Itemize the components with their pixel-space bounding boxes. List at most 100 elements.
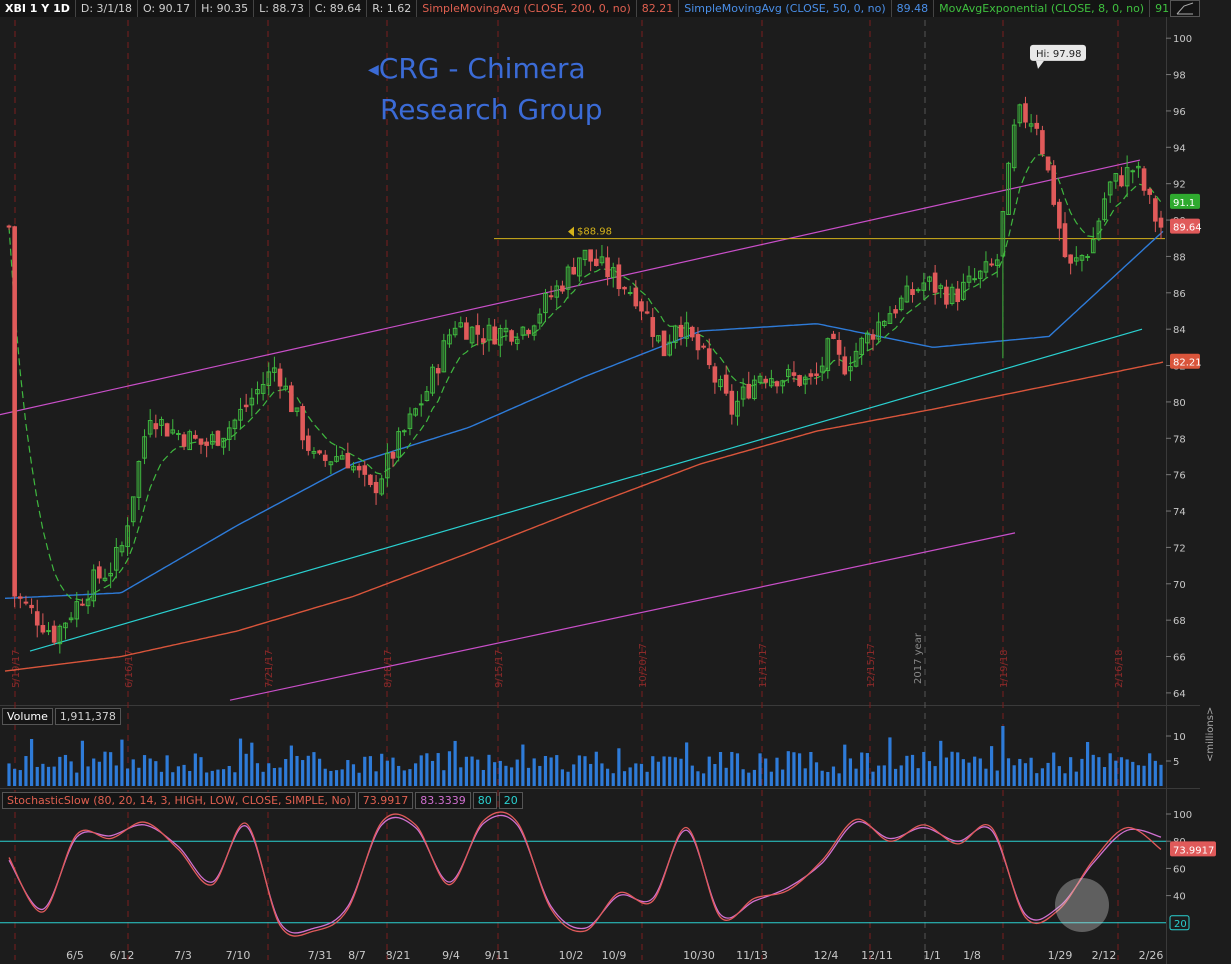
stochastic-low-badge: 20 — [1174, 919, 1187, 930]
volume-label[interactable]: Volume — [2, 708, 53, 725]
stochastic-d-value: 83.3339 — [415, 792, 471, 809]
volume-bar — [442, 770, 446, 786]
ema8-line — [8, 154, 1162, 602]
support-trend-line — [29, 328, 1143, 652]
period-marker-label: 9/15/17 — [494, 649, 505, 688]
open-readout: O: 90.17 — [138, 0, 197, 17]
volume-bar — [600, 763, 604, 786]
candle-body — [328, 461, 334, 466]
candle-body — [413, 408, 418, 416]
sma50-line — [4, 230, 1164, 599]
candle-body — [243, 404, 249, 408]
sma200-line — [4, 361, 1164, 672]
candle-body — [955, 288, 961, 303]
volume-bar — [549, 757, 553, 786]
candle-body — [989, 263, 994, 266]
volume-bar — [673, 757, 677, 786]
period-marker-label: 12/15/17 — [866, 643, 877, 688]
volume-bar — [967, 762, 971, 786]
volume-bar — [826, 771, 830, 786]
volume-bar — [735, 753, 740, 786]
price-tick-label: 76 — [1173, 471, 1186, 482]
volume-bar — [425, 753, 429, 786]
candle-body — [712, 366, 718, 383]
candle-body — [859, 337, 865, 355]
volume-bar — [515, 759, 519, 786]
ema8-study-label[interactable]: MovAvgExponential (CLOSE, 8, 0, no) — [934, 0, 1151, 17]
volume-bar — [577, 755, 581, 786]
stochastic-k-value: 73.9917 — [357, 792, 414, 809]
date-axis-label: 10/9 — [602, 949, 627, 962]
volume-bar — [1153, 760, 1157, 786]
volume-bar — [775, 757, 779, 786]
candle-body — [1011, 124, 1017, 169]
volume-bar — [255, 763, 260, 786]
candle-body — [198, 438, 204, 445]
date-axis-label: 10/30 — [683, 949, 715, 962]
volume-bar — [781, 769, 785, 786]
volume-bar — [1057, 766, 1061, 786]
volume-bar — [882, 765, 886, 786]
volume-bar — [707, 756, 711, 786]
volume-panel-header: Volume 1,911,378 — [2, 708, 123, 725]
panel-separator — [0, 788, 1200, 789]
volume-bar — [193, 753, 197, 786]
volume-bar — [238, 738, 243, 786]
date-axis-label: 2/26 — [1139, 949, 1164, 962]
candle-body — [130, 496, 136, 523]
volume-bar — [690, 765, 694, 786]
candle-body — [509, 330, 514, 342]
candle-body — [40, 625, 46, 633]
candle-body — [1057, 201, 1062, 229]
candle-body — [865, 332, 870, 344]
candle-body — [407, 413, 413, 430]
volume-bar — [848, 758, 853, 786]
volume-bar — [589, 763, 593, 786]
candle-body — [283, 385, 289, 390]
price-tick-label: 100 — [1173, 34, 1192, 45]
volume-bar — [668, 756, 672, 786]
stochastic-label[interactable]: StochasticSlow (80, 20, 14, 3, HIGH, LOW… — [2, 792, 356, 809]
candle-body — [12, 226, 17, 597]
volume-bar — [1114, 760, 1118, 786]
sma200-study-label[interactable]: SimpleMovingAvg (CLOSE, 200, 0, no) — [417, 0, 637, 17]
volume-bar — [159, 771, 164, 786]
candle-body — [430, 366, 435, 394]
candle-body — [34, 611, 40, 626]
candle-body — [176, 433, 181, 436]
date-axis-label: 7/3 — [174, 949, 192, 962]
date-readout: D: 3/1/18 — [76, 0, 138, 17]
volume-bar — [916, 768, 920, 786]
period-marker-label: 11/17/17 — [758, 643, 769, 688]
candle-body — [961, 281, 966, 300]
volume-bar — [747, 772, 751, 786]
volume-bar — [877, 765, 881, 786]
drawing-tool-button[interactable] — [1170, 0, 1200, 17]
volume-bar — [1091, 754, 1095, 786]
candle-body — [548, 295, 554, 298]
volume-bar — [295, 755, 299, 786]
price-tick-label: 84 — [1173, 325, 1186, 336]
candle-body — [187, 431, 193, 451]
axis-separator — [1166, 17, 1167, 964]
price-tick-label: 78 — [1173, 434, 1186, 445]
symbol-label[interactable]: XBI 1 Y 1D — [0, 0, 76, 17]
volume-bar — [1001, 726, 1005, 786]
low-readout: L: 88.73 — [254, 0, 310, 17]
candle-body — [582, 249, 588, 261]
level-arrow-icon — [568, 226, 574, 237]
volume-bar — [956, 752, 960, 786]
candle-body — [23, 601, 29, 604]
ema-price-badge: 91.1 — [1173, 198, 1195, 209]
candle-body — [785, 369, 791, 378]
volume-bar — [1108, 753, 1112, 786]
candle-body — [159, 419, 164, 426]
price-tick-label: 98 — [1173, 71, 1186, 82]
volume-bar — [1046, 762, 1050, 786]
candle-body — [356, 465, 362, 471]
candle-body — [571, 266, 577, 275]
volume-bar — [989, 746, 994, 786]
sma50-study-label[interactable]: SimpleMovingAvg (CLOSE, 50, 0, no) — [679, 0, 892, 17]
volume-bar — [80, 740, 85, 786]
